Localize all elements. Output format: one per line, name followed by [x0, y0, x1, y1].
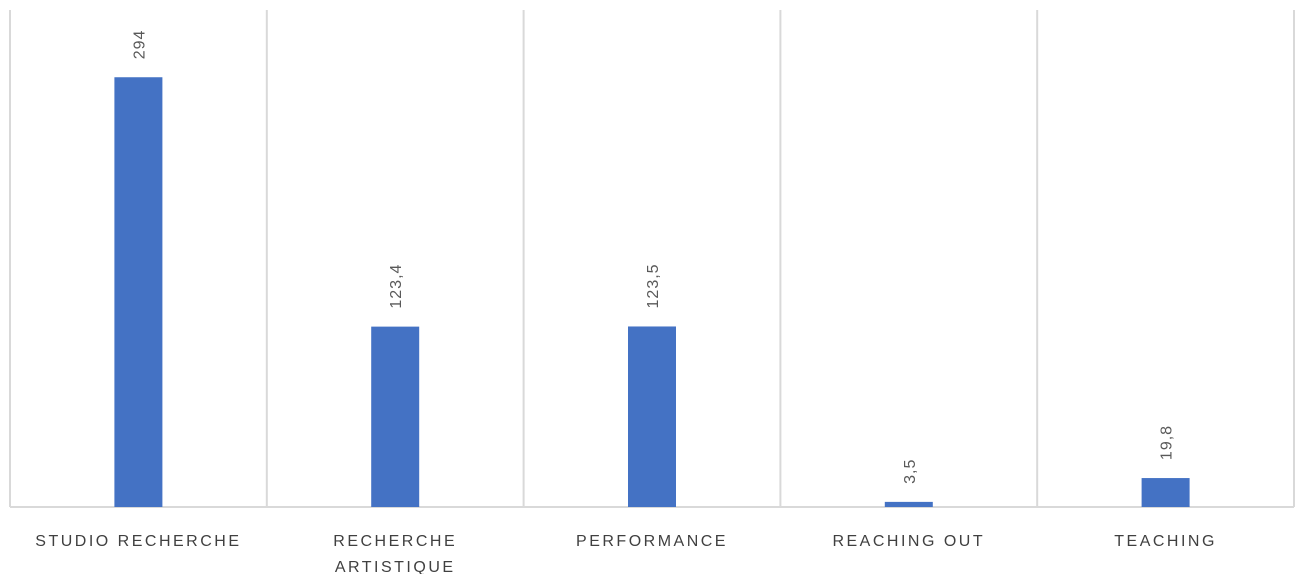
- bar-2: [628, 326, 676, 507]
- category-label-3: REACHING OUT: [832, 533, 985, 550]
- category-label-4: TEACHING: [1114, 533, 1217, 550]
- data-label-4: 19,8: [1159, 425, 1176, 460]
- data-labels: 294 123,4 123,5 3,5 19,8: [131, 30, 1175, 484]
- data-label-0: 294: [131, 30, 148, 60]
- category-label-2: PERFORMANCE: [576, 533, 728, 550]
- data-label-3: 3,5: [902, 459, 919, 484]
- category-labels: STUDIO RECHERCHE RECHERCHE ARTISTIQUE PERFO…: [35, 533, 1217, 574]
- data-label-2: 123,5: [645, 263, 662, 308]
- bar-1: [371, 326, 420, 507]
- bar-0: [114, 77, 163, 507]
- category-label-1-line-1: ARTISTIQUE: [335, 559, 456, 574]
- data-label-1: 123,4: [388, 264, 405, 309]
- bar-4: [1141, 478, 1190, 507]
- bar-3: [884, 501, 933, 507]
- category-label-0: STUDIO RECHERCHE: [35, 533, 241, 550]
- category-label-1-line-0: RECHERCHE: [333, 533, 457, 550]
- bars: [114, 77, 1190, 507]
